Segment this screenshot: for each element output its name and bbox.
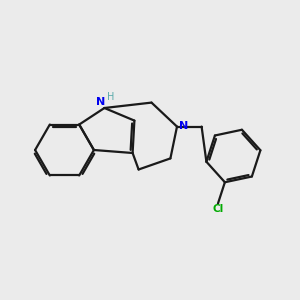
Text: N: N (179, 121, 188, 131)
Text: Cl: Cl (212, 204, 224, 214)
Text: H: H (107, 92, 114, 102)
Text: N: N (96, 97, 105, 107)
